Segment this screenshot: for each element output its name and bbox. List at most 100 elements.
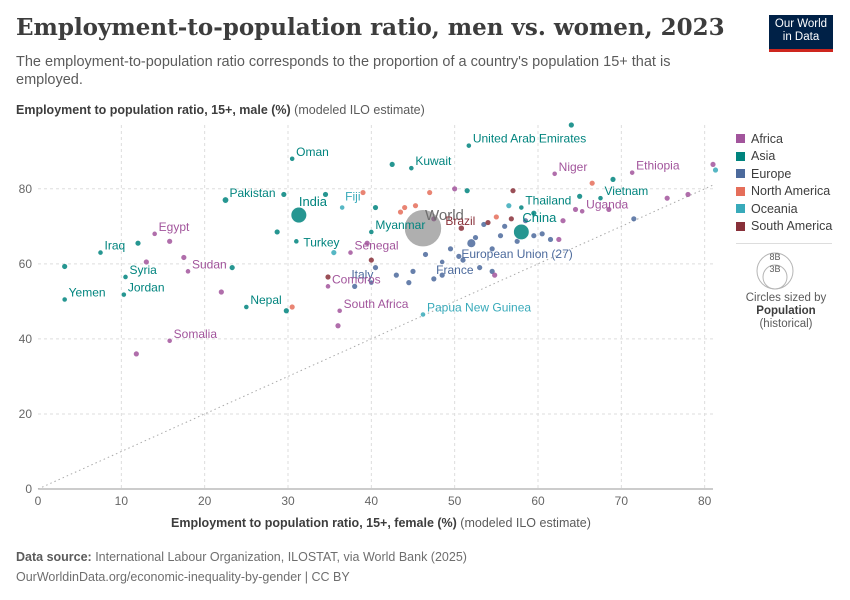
data-point	[477, 264, 483, 271]
size-note-line-1: Circles sized by	[745, 292, 827, 304]
size-note-line-2: (historical)	[759, 318, 813, 330]
legend-label: North America	[751, 184, 831, 199]
point-label: Vietnam	[605, 184, 649, 198]
point-label: Iraq	[105, 239, 126, 253]
data-point	[492, 272, 498, 278]
data-point	[397, 209, 404, 215]
data-point	[133, 351, 139, 357]
data-point	[465, 142, 472, 149]
point-label: Yemen	[69, 285, 106, 299]
data-point	[610, 176, 616, 183]
data-point	[364, 240, 370, 246]
data-point	[460, 257, 466, 263]
legend-swatch	[736, 204, 745, 214]
point-label: Senegal	[355, 239, 399, 253]
point-label: Turkey	[303, 235, 339, 249]
point-label: Niger	[559, 160, 588, 174]
data-point	[289, 155, 296, 162]
data-point	[347, 249, 354, 256]
x-tick-label: 50	[448, 494, 462, 508]
chart-title: Employment-to-population ratio, men vs. …	[16, 14, 725, 41]
data-point	[406, 280, 412, 286]
point-label: Fiji	[345, 190, 360, 204]
legend-label: South America	[751, 219, 833, 234]
point-label: Comoros	[332, 272, 381, 286]
data-point	[447, 246, 454, 252]
point-label: World	[425, 207, 464, 224]
point-label: Oman	[296, 145, 329, 159]
data-point	[97, 249, 104, 256]
point-label: Somalia	[174, 327, 218, 341]
region-legend: Africa Asia Europe North America Oceania…	[736, 130, 832, 235]
data-point	[577, 193, 583, 199]
data-point	[497, 233, 504, 239]
owid-logo[interactable]: Our World in Data	[769, 15, 833, 52]
data-point	[404, 209, 442, 247]
point-label: Pakistan	[230, 186, 276, 200]
data-point	[331, 249, 337, 256]
data-point	[61, 296, 68, 303]
point-label: Uganda	[586, 197, 628, 211]
data-point	[539, 231, 545, 237]
legend-label: Asia	[751, 149, 776, 164]
data-point	[493, 214, 499, 220]
x-axis-title-main: Employment to population ratio, 15+, fem…	[171, 516, 457, 530]
data-point	[556, 236, 562, 243]
legend-swatch	[736, 169, 745, 179]
data-point	[485, 219, 491, 226]
data-point	[389, 161, 395, 168]
data-point	[506, 203, 512, 209]
x-tick-label: 20	[198, 494, 212, 508]
point-label: Thailand	[525, 194, 571, 208]
data-point	[629, 169, 636, 176]
legend-divider	[736, 243, 832, 244]
size-label-small: 3B	[769, 264, 780, 274]
data-point	[372, 204, 379, 211]
data-point	[410, 268, 416, 274]
point-label: Brazil	[445, 214, 475, 228]
x-tick-label: 40	[365, 494, 379, 508]
logo-line-1: Our World	[774, 18, 828, 30]
data-point	[360, 189, 366, 196]
data-point	[143, 259, 149, 265]
y-axis-title-main: Employment to population ratio, 15+, mal…	[16, 103, 291, 117]
data-point	[606, 206, 612, 213]
data-point	[372, 264, 379, 271]
point-label: Papua New Guinea	[427, 301, 531, 315]
data-point	[508, 216, 514, 222]
legend-item-europe[interactable]: Europe	[736, 165, 832, 183]
legend-item-asia[interactable]: Asia	[736, 148, 832, 166]
point-label: Kuwait	[415, 154, 452, 168]
data-point	[289, 304, 295, 310]
data-point	[457, 224, 465, 232]
legend-item-south-america[interactable]: South America	[736, 218, 832, 236]
x-axis-title: Employment to population ratio, 15+, fem…	[171, 516, 591, 530]
data-source: Data source: International Labour Organi…	[16, 550, 467, 564]
point-label: Ethiopia	[636, 159, 680, 173]
data-point	[502, 223, 508, 229]
data-point	[572, 206, 579, 213]
data-point	[325, 283, 331, 290]
parity-line	[37, 184, 714, 490]
size-legend-note: Circles sized by Population (historical)	[740, 292, 832, 331]
data-point	[181, 254, 187, 261]
size-note-population: Population	[756, 305, 816, 317]
data-point	[472, 234, 479, 241]
data-point	[466, 238, 477, 248]
legend-item-north-america[interactable]: North America	[736, 183, 832, 201]
legend-label: Oceania	[751, 201, 798, 216]
point-label: United Arab Emirates	[473, 132, 586, 146]
legend-item-oceania[interactable]: Oceania	[736, 200, 832, 218]
y-axis-title: Employment to population ratio, 15+, mal…	[16, 103, 425, 117]
data-point	[489, 268, 495, 274]
data-point	[464, 188, 470, 194]
legend-item-africa[interactable]: Africa	[736, 130, 832, 148]
data-point	[290, 206, 307, 224]
source-url[interactable]: OurWorldinData.org/economic-inequality-b…	[16, 570, 350, 584]
data-point	[368, 279, 375, 286]
y-tick-label: 40	[19, 332, 33, 346]
data-point	[579, 208, 586, 215]
data-point	[551, 170, 558, 177]
x-tick-label: 60	[531, 494, 545, 508]
point-label: Sudan	[192, 257, 227, 271]
